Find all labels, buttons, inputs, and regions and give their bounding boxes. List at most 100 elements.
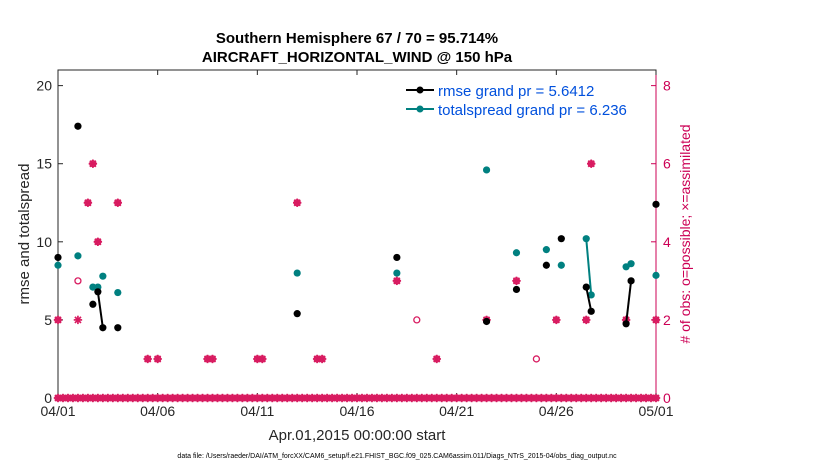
- obs-assimilated-marker: [53, 315, 63, 325]
- rmse-point: [627, 277, 635, 285]
- obs-assimilated-marker: [432, 354, 441, 364]
- obs-assimilated-zero-marker: [651, 393, 661, 403]
- obs-star-stroke: [652, 394, 660, 402]
- obs-assimilated-marker: [258, 354, 267, 364]
- totalspread-point: [627, 260, 635, 268]
- x-axis-label: Apr.01,2015 00:00:00 start: [269, 427, 447, 444]
- totalspread-point: [482, 166, 491, 174]
- obs-possible-marker: [74, 277, 82, 285]
- obs-star-stroke: [114, 199, 122, 207]
- right-tick-label: 0: [663, 390, 671, 406]
- right-axis-label: # of obs: o=possible; ×=assimilated: [677, 124, 693, 343]
- obs-star-stroke: [293, 199, 301, 207]
- legend-rmse-marker: [416, 86, 424, 94]
- rmse-point: [114, 324, 122, 332]
- left-axis-tick-labels: 0 5 10 15 20: [36, 78, 52, 406]
- obs-assimilated-marker: [651, 315, 661, 325]
- left-tick-label: 5: [44, 312, 52, 328]
- obs-star-stroke: [144, 355, 152, 363]
- obs-star-stroke: [89, 160, 97, 168]
- totalspread-point: [512, 249, 521, 257]
- rmse-segment: [96, 291, 104, 328]
- obs-star-stroke: [154, 355, 162, 363]
- obs-assimilated-marker: [153, 354, 162, 364]
- obs-assimilated-zero-marker: [63, 393, 73, 403]
- x-axis-tick-labels: 04/01 04/06 04/11 04/16 04/21 04/26 05/01: [40, 403, 673, 419]
- rmse-point: [99, 324, 107, 332]
- right-axis-tick-labels: 0 2 4 6 8: [663, 78, 671, 406]
- legend-rmse-label: rmse grand pr = 5.6412: [438, 83, 594, 100]
- obs-star-stroke: [393, 277, 401, 285]
- totalspread-point: [99, 272, 107, 280]
- totalspread-point: [587, 291, 595, 299]
- rmse-point: [94, 288, 102, 296]
- rmse-point: [89, 300, 97, 308]
- left-tick-label: 0: [44, 390, 52, 406]
- rmse-point: [582, 283, 590, 291]
- obs-star-stroke: [258, 355, 266, 363]
- totalspread-point: [393, 269, 401, 277]
- rmse-point: [293, 310, 301, 318]
- obs-assimilated-marker: [93, 237, 103, 247]
- rmse-point: [482, 317, 491, 326]
- obs-star-stroke: [587, 160, 595, 168]
- obs-star-stroke: [652, 316, 660, 324]
- obs-star-stroke: [318, 355, 326, 363]
- rmse-point: [512, 285, 521, 294]
- right-tick-label: 4: [663, 234, 671, 250]
- totalspread-point: [652, 271, 660, 279]
- totalspread-point: [557, 261, 565, 269]
- x-tick-label: 04/01: [40, 403, 75, 419]
- obs-star-stroke: [208, 355, 217, 363]
- rmse-point: [393, 253, 401, 262]
- right-tick-label: 8: [663, 78, 671, 94]
- totalspread-point: [89, 283, 97, 291]
- rmse-point: [74, 122, 82, 130]
- obs-assimilated-marker: [587, 159, 596, 168]
- left-tick-label: 15: [36, 156, 52, 172]
- series-markers: [54, 122, 660, 332]
- chart-title-line1: Southern Hemisphere 67 / 70 = 95.714%: [216, 30, 498, 47]
- totalspread-segment: [585, 238, 593, 296]
- totalspread-point: [542, 246, 550, 254]
- x-tick-label: 04/21: [439, 403, 474, 419]
- obs-star-stroke: [94, 238, 102, 246]
- obs-star-stroke: [552, 316, 560, 324]
- rmse-point: [622, 320, 630, 328]
- legend-totalspread-marker: [416, 105, 424, 113]
- x-tick-label: 04/26: [539, 403, 574, 419]
- obs-assimilated-marker: [582, 315, 591, 325]
- obs-assimilated-marker: [113, 198, 122, 207]
- obs-star-stroke: [582, 316, 590, 324]
- obs-possible-marker: [532, 355, 541, 363]
- obs-assimilated-marker: [73, 315, 83, 325]
- x-tick-label: 04/11: [240, 403, 274, 419]
- rmse-segment: [585, 286, 593, 312]
- rmse-point: [587, 307, 595, 315]
- obs-assimilated-marker: [512, 276, 521, 286]
- x-tick-label: 04/06: [140, 403, 175, 419]
- obs-assimilated-marker: [143, 354, 152, 364]
- footer-data-file: data file: /Users/raeder/DAI/ATM_forcXX/…: [177, 453, 617, 460]
- obs-count-markers: [53, 159, 661, 403]
- rmse-point: [652, 200, 660, 208]
- obs-assimilated-marker: [83, 198, 93, 207]
- obs-assimilated-marker: [88, 159, 98, 168]
- obs-assimilated-marker: [552, 315, 561, 325]
- obs-assimilated-marker: [317, 354, 327, 364]
- obs-assimilated-marker: [392, 276, 402, 286]
- totalspread-point: [582, 235, 590, 243]
- obs-star-stroke: [74, 316, 82, 324]
- obs-assimilated-marker: [208, 354, 217, 364]
- obs-possible-marker: [413, 316, 421, 324]
- obs-assimilated-marker: [293, 198, 302, 207]
- x-tick-label: 05/01: [638, 403, 673, 419]
- totalspread-point: [293, 269, 301, 277]
- obs-star-stroke: [512, 277, 521, 285]
- legend: rmse grand pr = 5.6412 totalspread grand…: [406, 83, 627, 119]
- left-tick-label: 10: [36, 234, 52, 250]
- totalspread-point: [54, 261, 62, 269]
- x-tick-label: 04/16: [339, 403, 374, 419]
- obs-star-stroke: [54, 316, 62, 324]
